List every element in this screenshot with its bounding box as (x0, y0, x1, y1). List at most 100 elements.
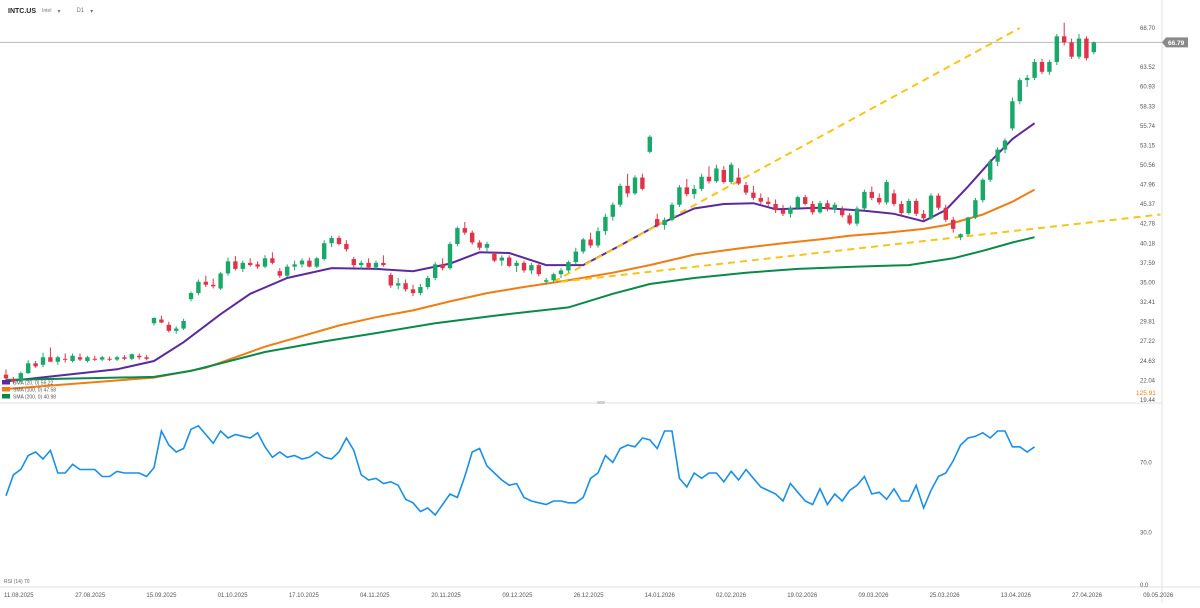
legend-item[interactable]: SMA (20, 0) 56.22 (2, 380, 54, 387)
candle (1076, 34, 1082, 59)
svg-text:SMA (100, 0) 47.58: SMA (100, 0) 47.58 (13, 388, 56, 394)
candle (581, 237, 586, 254)
y-tick-label: 58.33 (1140, 104, 1156, 110)
y-tick-label: 27.22 (1140, 339, 1156, 345)
candle (166, 321, 171, 333)
candle (899, 200, 904, 216)
candle (285, 264, 290, 278)
candle (655, 213, 660, 228)
candle (499, 255, 504, 266)
timeframe-label[interactable]: D1 (76, 8, 85, 14)
candle (514, 260, 519, 272)
candle (973, 197, 978, 220)
candle (270, 252, 275, 265)
candle (1039, 58, 1045, 75)
candle (366, 258, 371, 269)
candle (825, 200, 830, 212)
candle (618, 183, 623, 207)
chart-toolbar: INTC.US Intel ▾ D1 ▾ (8, 4, 103, 18)
candle (159, 315, 164, 324)
candle (470, 230, 475, 245)
x-tick-label: 27.04.2026 (1072, 593, 1103, 599)
candle (262, 255, 268, 269)
y-tick-label: 55.74 (1140, 124, 1156, 130)
candle (100, 355, 105, 362)
candle (780, 204, 786, 217)
candle (1047, 59, 1052, 75)
candle (129, 353, 134, 361)
candle (721, 166, 726, 184)
candle (188, 291, 194, 302)
candle (662, 217, 667, 230)
y-tick-label: 45.37 (1140, 202, 1156, 208)
caret-down-icon[interactable]: ▾ (57, 8, 61, 15)
candle (536, 262, 541, 277)
candle (77, 353, 83, 362)
candle (425, 275, 430, 290)
candle (403, 279, 408, 292)
candle (943, 204, 948, 223)
x-tick-label: 02.02.2026 (716, 593, 747, 599)
candle (299, 258, 305, 268)
candle (1091, 41, 1096, 55)
candle (277, 268, 282, 278)
candle (558, 268, 564, 278)
trendline-lower[interactable] (560, 213, 1161, 283)
candle (55, 355, 60, 365)
candle (1062, 22, 1067, 46)
candle (107, 356, 112, 362)
candle (225, 257, 231, 276)
legend-item[interactable]: SMA (200, 0) 40.98 (2, 394, 56, 401)
candle (1032, 58, 1037, 81)
candle (233, 256, 238, 271)
candle (181, 318, 186, 331)
rsi-line (5, 424, 1036, 517)
candle (144, 354, 149, 361)
candle (48, 347, 53, 362)
candle (847, 213, 852, 226)
x-tick-label: 09.12.2025 (502, 593, 533, 599)
company-label: Intel (42, 8, 52, 14)
sma-line-2 (5, 236, 1035, 381)
trendline-upper[interactable] (553, 27, 1021, 283)
symbol-label[interactable]: INTC.US (8, 7, 36, 15)
candle (788, 205, 793, 218)
candle (729, 162, 734, 185)
candle (410, 284, 416, 297)
y-tick-label: 47.96 (1140, 183, 1156, 189)
candle (1054, 34, 1059, 66)
candle (292, 260, 297, 271)
y-tick-label: 37.59 (1140, 261, 1156, 267)
candle (1084, 36, 1089, 61)
candle (817, 200, 823, 214)
candle (640, 173, 645, 191)
candle (544, 277, 549, 285)
candle (440, 258, 445, 271)
candle (669, 202, 675, 222)
candle (928, 193, 934, 220)
pane-resize-handle[interactable] (597, 401, 605, 404)
y-tick-label: 63.52 (1140, 65, 1156, 71)
x-tick-label: 25.03.2026 (930, 593, 961, 599)
x-tick-label: 19.02.2026 (787, 593, 818, 599)
caret-down-icon[interactable]: ▾ (90, 8, 94, 15)
y-tick-label: 19.44 (1140, 398, 1156, 404)
x-tick-label: 11.08.2025 (4, 593, 34, 599)
candle (625, 173, 630, 198)
candle (218, 271, 223, 291)
candle (307, 257, 312, 268)
candle (40, 352, 46, 368)
candle (803, 194, 808, 206)
candle (595, 227, 601, 248)
candle (492, 251, 497, 263)
candle (70, 353, 75, 363)
legend-item[interactable]: SMA (100, 0) 47.58 (2, 387, 56, 394)
y-tick-label: 68.70 (1140, 26, 1156, 32)
last-price-badge: 66.79 (1162, 37, 1188, 48)
candle (566, 260, 571, 273)
candle (869, 186, 874, 201)
candle (248, 258, 253, 267)
candle (736, 168, 741, 186)
